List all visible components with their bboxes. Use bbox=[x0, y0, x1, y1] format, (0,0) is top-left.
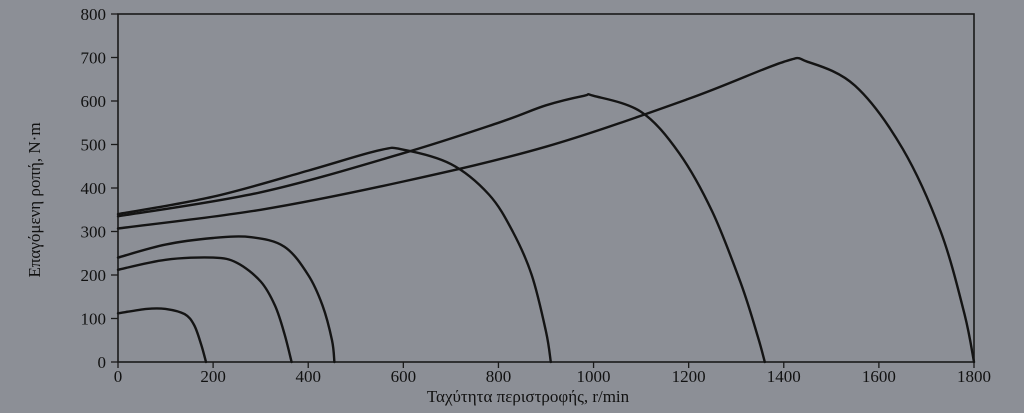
x-tick-label: 800 bbox=[486, 367, 512, 386]
x-tick-label: 1000 bbox=[577, 367, 611, 386]
torque-curve-6 bbox=[116, 56, 976, 364]
torque-curve-5 bbox=[116, 92, 766, 364]
x-tick-label: 200 bbox=[200, 367, 226, 386]
y-axis-title: Επαγόμενη ροπή, N·m bbox=[25, 122, 44, 277]
x-axis: 0 200 400 600 800 1000 1200 1400 1600 1800 bbox=[114, 362, 991, 386]
y-tick-label: 800 bbox=[81, 5, 107, 24]
series-group bbox=[116, 56, 976, 364]
x-tick-label: 1800 bbox=[957, 367, 991, 386]
y-tick-label: 0 bbox=[98, 353, 107, 372]
torque-curve-2 bbox=[116, 256, 293, 364]
y-tick-label: 100 bbox=[81, 310, 107, 329]
x-tick-label: 1400 bbox=[767, 367, 801, 386]
y-tick-label: 700 bbox=[81, 49, 107, 68]
x-tick-label: 1600 bbox=[862, 367, 896, 386]
x-tick-label: 0 bbox=[114, 367, 123, 386]
y-tick-label: 600 bbox=[81, 92, 107, 111]
x-tick-label: 400 bbox=[295, 367, 321, 386]
y-axis: 0 100 200 300 400 500 600 700 800 bbox=[81, 5, 118, 372]
torque-curve-3 bbox=[116, 235, 336, 364]
torque-curve-4 bbox=[116, 146, 552, 364]
y-tick-label: 200 bbox=[81, 266, 107, 285]
x-axis-title: Ταχύτητα περιστροφής, r/min bbox=[427, 387, 630, 406]
torque-curve-1 bbox=[116, 307, 208, 364]
x-tick-label: 600 bbox=[391, 367, 417, 386]
y-tick-label: 500 bbox=[81, 136, 107, 155]
y-tick-label: 300 bbox=[81, 223, 107, 242]
y-tick-label: 400 bbox=[81, 179, 107, 198]
x-tick-label: 1200 bbox=[672, 367, 706, 386]
